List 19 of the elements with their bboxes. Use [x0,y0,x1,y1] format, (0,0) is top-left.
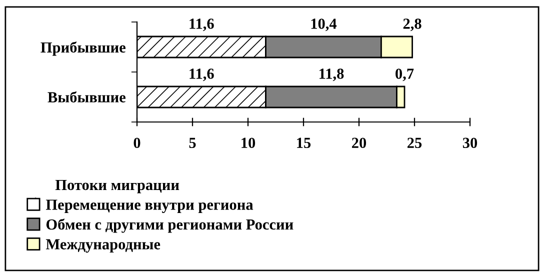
data-label: 11,8 [320,68,344,82]
legend-label: Международные [46,239,160,253]
x-tick-label: 15 [297,138,311,148]
y-tick-label: Выбывшие [48,91,126,102]
legend-label: Перемещение внутри региона [46,200,254,213]
x-tick-label: 0 [134,138,140,148]
legend-label: Обмен с другими регионами России [46,218,294,233]
data-label: 0,7 [396,68,414,82]
x-tick-label: 30 [462,138,478,148]
y-tick-label: Прибывшие [40,42,126,56]
data-label: 11,6 [190,18,214,32]
data-label: 2,8 [403,18,422,32]
x-tick-label: 10 [242,138,256,148]
x-tick-label: 20 [352,138,366,148]
data-label: 11,6 [190,68,214,82]
legend-title: Потоки миграции [55,180,180,194]
x-tick-label: 25 [408,138,422,148]
data-label: 10,4 [311,18,337,32]
x-tick-label: 5 [189,138,196,148]
